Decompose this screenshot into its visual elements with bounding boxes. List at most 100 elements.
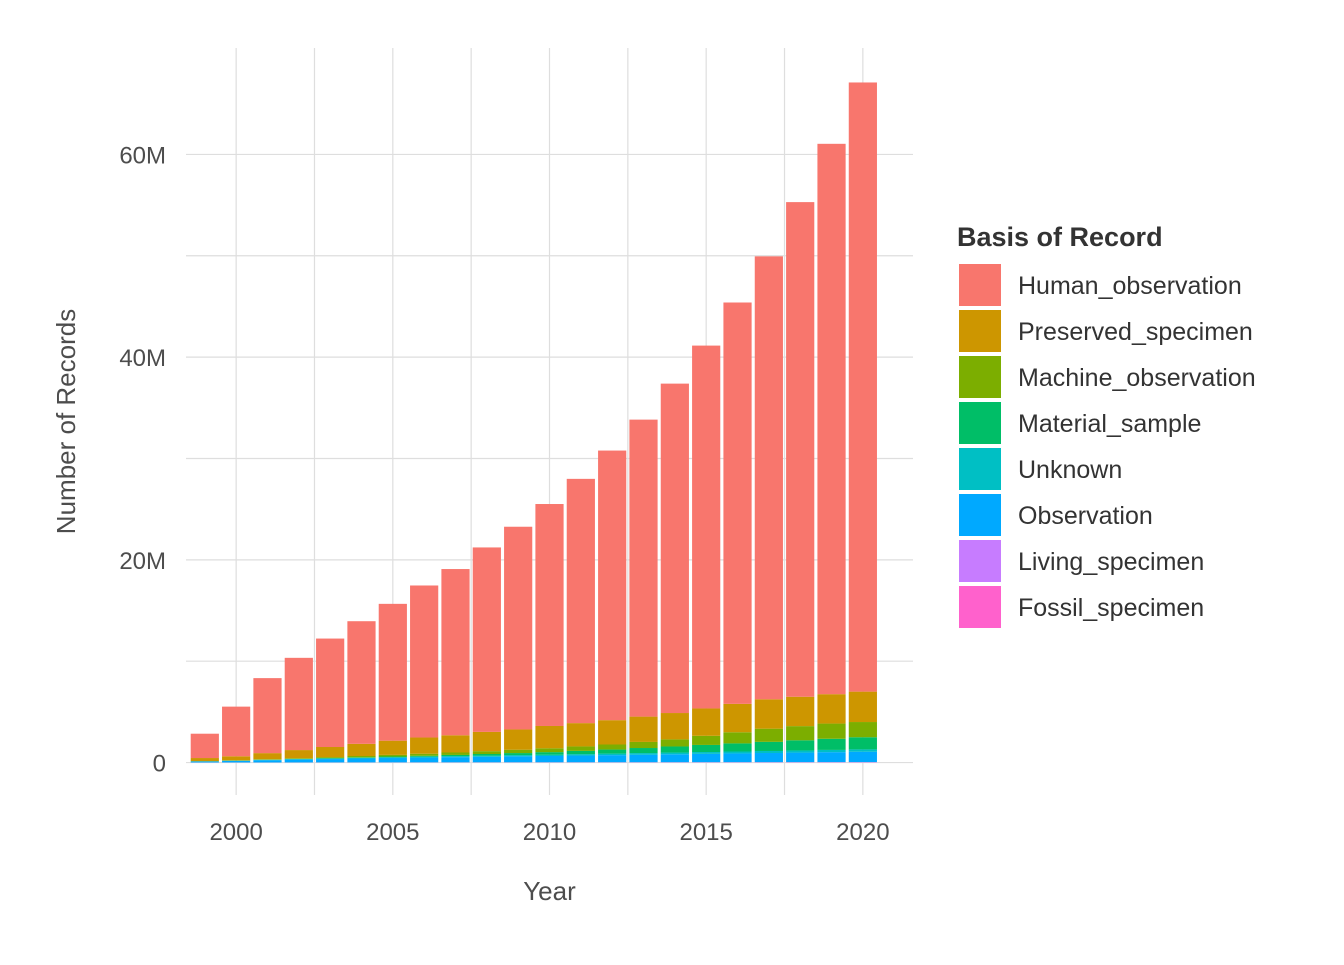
bar-segment-human-observation-2007 — [441, 569, 469, 735]
bar-segment-observation-2015 — [692, 754, 720, 762]
bar-segment-preserved-specimen-2006 — [410, 738, 438, 754]
bar-segment-preserved-specimen-1999 — [191, 758, 219, 761]
bar-segment-observation-2010 — [535, 756, 563, 762]
bar-segment-material-sample-2012 — [598, 750, 626, 754]
bar-segment-machine-observation-2003 — [316, 757, 344, 758]
bar-segment-material-sample-2020 — [849, 737, 877, 749]
bar-segment-preserved-specimen-2002 — [285, 750, 313, 758]
bar-segment-preserved-specimen-2019 — [817, 694, 845, 723]
bar-segment-preserved-specimen-2007 — [441, 735, 469, 752]
bar-segment-preserved-specimen-2003 — [316, 747, 344, 757]
bar-segment-machine-observation-2020 — [849, 722, 877, 737]
bar-segment-unknown-2016 — [723, 752, 751, 754]
bar-segment-observation-2009 — [504, 756, 532, 762]
bar-segment-preserved-specimen-2004 — [347, 744, 375, 756]
bar-segment-unknown-2006 — [410, 757, 438, 758]
bar-segment-observation-2004 — [347, 759, 375, 763]
bar-segment-human-observation-2006 — [410, 585, 438, 737]
legend-swatch — [959, 356, 1001, 398]
bar-segment-observation-2017 — [755, 753, 783, 762]
bar-segment-material-sample-2014 — [661, 746, 689, 752]
bar-segment-machine-observation-2002 — [285, 758, 313, 759]
bar-segment-observation-2016 — [723, 753, 751, 762]
bar-segment-machine-observation-2011 — [567, 746, 595, 750]
bar-segment-human-observation-2015 — [692, 346, 720, 709]
legend-label: Observation — [1018, 502, 1153, 530]
bar-segment-unknown-2011 — [567, 754, 595, 755]
bar-segment-material-sample-2004 — [347, 757, 375, 758]
bar-segment-observation-2019 — [817, 752, 845, 762]
bar-segment-machine-observation-2014 — [661, 739, 689, 746]
bar-segment-observation-2012 — [598, 755, 626, 762]
legend-label: Machine_observation — [1018, 364, 1256, 392]
bar-segment-material-sample-2019 — [817, 739, 845, 750]
legend-label: Material_sample — [1018, 410, 1201, 438]
bar-segment-machine-observation-2015 — [692, 736, 720, 745]
x-tick-label: 2005 — [366, 819, 419, 846]
bar-segment-machine-observation-2008 — [473, 751, 501, 754]
legend-swatch — [959, 540, 1001, 582]
legend-label: Human_observation — [1018, 272, 1242, 300]
bar-segment-human-observation-2000 — [222, 707, 250, 757]
x-tick-label: 2010 — [523, 819, 576, 846]
legend-swatch — [959, 310, 1001, 352]
bar-segment-machine-observation-2006 — [410, 754, 438, 756]
bar-segment-observation-1999 — [191, 761, 219, 762]
bar-segment-human-observation-2019 — [817, 144, 845, 694]
bar-segment-preserved-specimen-2005 — [379, 741, 407, 755]
legend-label: Unknown — [1018, 456, 1122, 484]
bar-segment-unknown-2008 — [473, 756, 501, 757]
bar-segment-material-sample-2006 — [410, 756, 438, 757]
bar-segment-machine-observation-2009 — [504, 750, 532, 753]
y-tick-label: 20M — [119, 548, 166, 575]
bar-segment-human-observation-1999 — [191, 734, 219, 758]
bar-segment-material-sample-2013 — [629, 748, 657, 753]
x-tick-label: 2020 — [836, 819, 889, 846]
bar-segment-preserved-specimen-2014 — [661, 713, 689, 739]
bar-segment-observation-2000 — [222, 761, 250, 763]
bar-segment-unknown-2005 — [379, 757, 407, 758]
legend: Basis of Record Human_observationPreserv… — [957, 222, 1256, 628]
bar-segment-material-sample-2017 — [755, 742, 783, 751]
bar-segment-unknown-2009 — [504, 755, 532, 756]
bar-segment-human-observation-2008 — [473, 547, 501, 731]
bar-segment-human-observation-2001 — [253, 678, 281, 753]
bars — [191, 82, 877, 762]
bar-segment-preserved-specimen-2020 — [849, 692, 877, 722]
legend-swatch — [959, 264, 1001, 306]
y-tick-label: 40M — [119, 345, 166, 372]
bar-segment-unknown-2010 — [535, 755, 563, 756]
bar-segment-human-observation-2017 — [755, 256, 783, 699]
legend-label: Fossil_specimen — [1018, 594, 1204, 622]
bar-segment-material-sample-2015 — [692, 745, 720, 752]
legend-label: Living_specimen — [1018, 548, 1204, 576]
bar-segment-preserved-specimen-2012 — [598, 720, 626, 744]
bar-segment-machine-observation-2010 — [535, 748, 563, 752]
bar-segment-material-sample-2007 — [441, 755, 469, 756]
x-tick-label: 2015 — [679, 819, 732, 846]
bar-segment-unknown-2007 — [441, 756, 469, 757]
bar-segment-unknown-2018 — [786, 750, 814, 752]
bar-segment-observation-2011 — [567, 756, 595, 763]
bar-segment-material-sample-2018 — [786, 740, 814, 750]
bar-segment-human-observation-2003 — [316, 639, 344, 747]
bar-segment-preserved-specimen-2016 — [723, 704, 751, 732]
bar-segment-unknown-2019 — [817, 750, 845, 752]
x-tick-label: 2000 — [209, 819, 262, 846]
bar-segment-machine-observation-2001 — [253, 759, 281, 760]
bar-segment-preserved-specimen-2010 — [535, 726, 563, 748]
bar-segment-human-observation-2014 — [661, 384, 689, 713]
bar-segment-material-sample-2005 — [379, 756, 407, 757]
y-tick-label: 0 — [153, 751, 166, 778]
bar-segment-observation-2005 — [379, 758, 407, 762]
x-axis-title: Year — [523, 876, 576, 906]
y-axis-title: Number of Records — [51, 309, 81, 534]
bar-segment-material-sample-2010 — [535, 752, 563, 755]
bar-segment-observation-2014 — [661, 754, 689, 762]
bar-segment-preserved-specimen-2001 — [253, 753, 281, 759]
bar-segment-unknown-2013 — [629, 753, 657, 755]
bar-segment-unknown-2012 — [598, 754, 626, 756]
bar-segment-observation-2003 — [316, 759, 344, 762]
